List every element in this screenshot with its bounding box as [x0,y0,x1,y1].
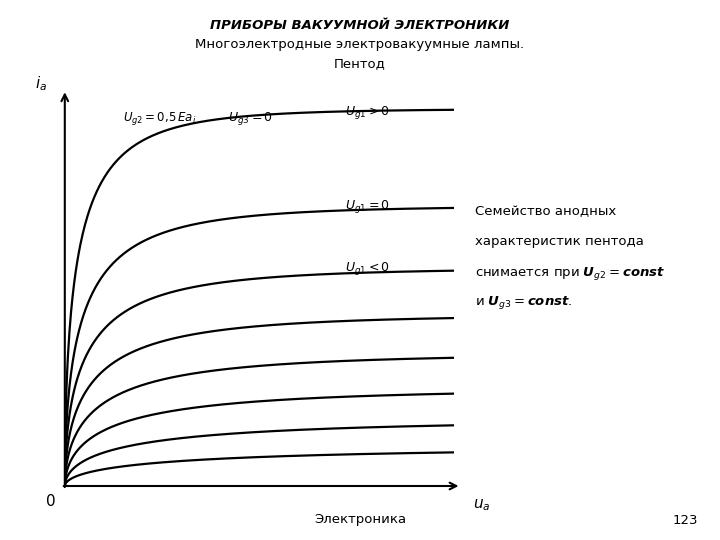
Text: 0: 0 [46,494,56,509]
Text: $U_{g1}=0$: $U_{g1}=0$ [345,198,390,214]
Text: Пентод: Пентод [334,57,386,70]
Text: $U_{g1}<0$: $U_{g1}<0$ [345,260,390,277]
Text: $U_{g1}>0$: $U_{g1}>0$ [345,104,390,122]
Text: характеристик пентода: характеристик пентода [475,235,644,248]
Text: Электроника: Электроника [314,514,406,526]
Text: Многоэлектродные электровакуумные лампы.: Многоэлектродные электровакуумные лампы. [195,38,525,51]
Text: ПРИБОРЫ ВАКУУМНОЙ ЭЛЕКТРОНИКИ: ПРИБОРЫ ВАКУУМНОЙ ЭЛЕКТРОНИКИ [210,19,510,32]
Text: $U_{g2} = 0{,}5\,Ea_i$: $U_{g2} = 0{,}5\,Ea_i$ [123,110,197,127]
Text: $u_a$: $u_a$ [473,497,490,514]
Text: снимается при $\boldsymbol{U}_{g2} = \boldsymbol{const}$: снимается при $\boldsymbol{U}_{g2} = \bo… [475,265,665,281]
Text: 123: 123 [673,514,698,526]
Text: $i_a$: $i_a$ [35,75,48,93]
Text: и $\boldsymbol{U}_{g3} = \boldsymbol{const}.$: и $\boldsymbol{U}_{g3} = \boldsymbol{con… [475,294,572,311]
Text: $U_{g3}=0$: $U_{g3}=0$ [228,110,273,127]
Text: Семейство анодных: Семейство анодных [475,205,616,218]
